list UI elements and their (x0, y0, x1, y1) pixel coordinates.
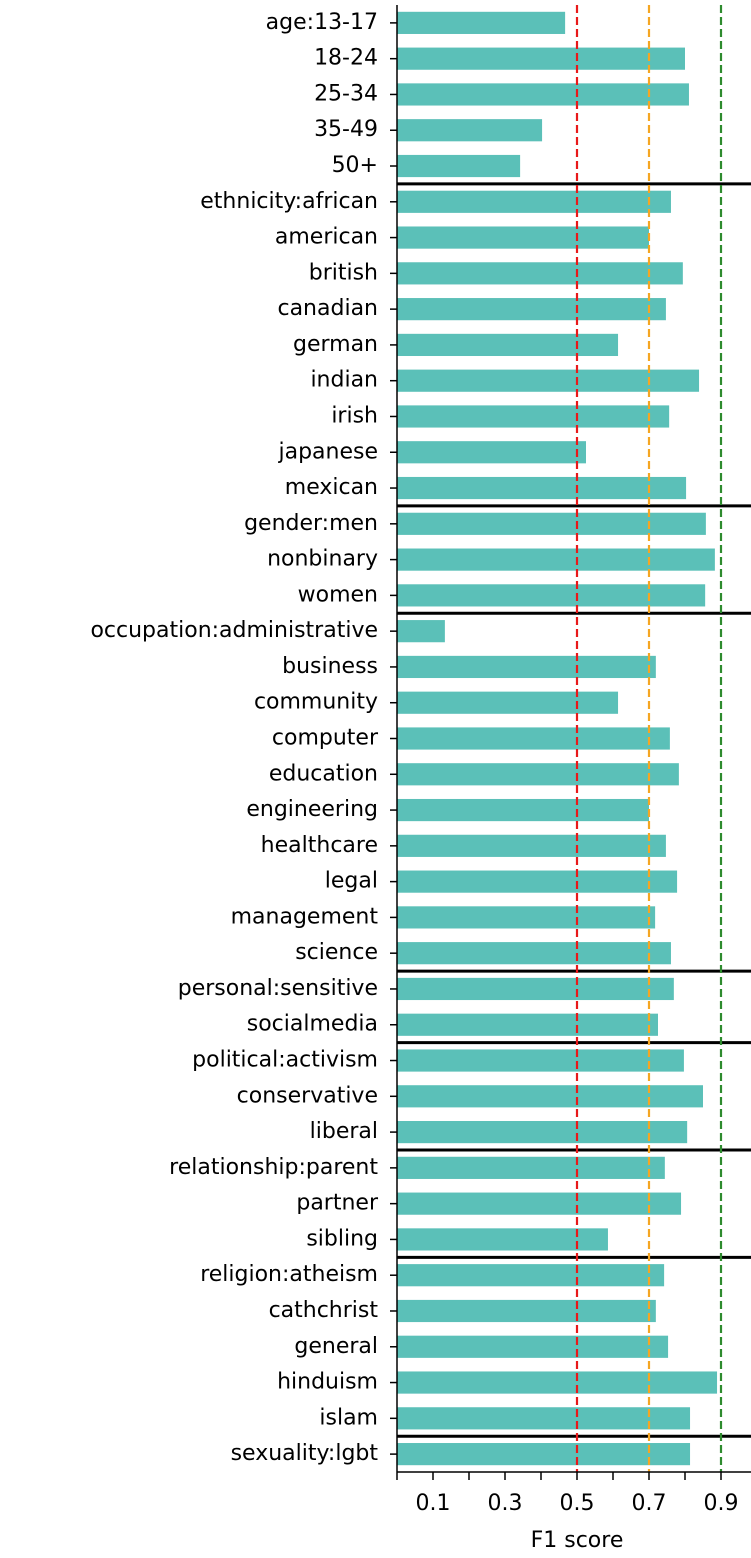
bar (397, 441, 586, 464)
y-tick-label: british (309, 260, 378, 285)
bar (397, 1156, 665, 1179)
bar (397, 1264, 665, 1287)
y-tick-label: gender:men (244, 511, 378, 536)
bar (397, 870, 678, 893)
bar (397, 298, 666, 321)
bar (397, 1228, 608, 1251)
y-tick-label: canadian (277, 296, 378, 321)
bar (397, 548, 715, 571)
y-tick-label: socialmedia (247, 1012, 378, 1037)
bar (397, 333, 619, 357)
y-tick-label: 25-34 (314, 81, 378, 106)
y-tick-label: legal (325, 869, 378, 894)
bar (397, 512, 706, 535)
y-tick-label: sibling (306, 1226, 378, 1251)
y-tick-label: 50+ (332, 153, 378, 178)
bar (397, 620, 445, 643)
bar (397, 906, 656, 929)
y-tick-label: liberal (310, 1119, 378, 1144)
y-tick-label: islam (319, 1405, 378, 1430)
y-tick-label: irish (331, 403, 378, 428)
bar (397, 977, 674, 1001)
y-tick-label: personal:sensitive (178, 976, 378, 1001)
bar (397, 1085, 703, 1108)
y-tick-label: sexuality:lgbt (231, 1441, 379, 1466)
bar (397, 763, 679, 786)
y-tick-label: computer (272, 726, 379, 751)
bar (397, 369, 700, 392)
y-tick-label: education (269, 761, 378, 786)
y-tick-label: general (294, 1334, 378, 1359)
bar (397, 190, 671, 213)
y-tick-label: hinduism (277, 1370, 378, 1395)
x-tick-label: 0.3 (488, 1491, 523, 1516)
y-tick-label: 18-24 (314, 46, 378, 71)
y-tick-label: science (295, 940, 378, 965)
y-tick-label: german (293, 332, 378, 357)
bar (397, 727, 670, 750)
bar (397, 1371, 718, 1394)
bar (397, 405, 670, 428)
bar (397, 942, 671, 965)
bar (397, 262, 683, 285)
bar (397, 1049, 684, 1072)
bar (397, 47, 685, 70)
bar (397, 584, 706, 607)
bar (397, 1192, 682, 1215)
y-tick-label: partner (296, 1191, 379, 1216)
y-tick-label: management (231, 904, 379, 929)
bar (397, 226, 649, 249)
bar (397, 11, 566, 34)
bar (397, 798, 649, 822)
bar (397, 1407, 691, 1430)
y-tick-label: age:13-17 (266, 10, 378, 35)
y-tick-label: japanese (277, 439, 378, 464)
y-tick-label: religion:atheism (200, 1262, 378, 1287)
y-tick-label: mexican (285, 475, 378, 500)
bar (397, 83, 689, 106)
y-tick-label: ethnicity:african (200, 189, 378, 214)
bar (397, 476, 687, 500)
bar (397, 119, 543, 142)
bar (397, 1335, 669, 1358)
bar (397, 1299, 656, 1323)
x-tick-label: 0.5 (560, 1491, 595, 1516)
y-tick-label: relationship:parent (169, 1155, 378, 1180)
y-tick-label: engineering (246, 797, 378, 822)
bar (397, 154, 521, 178)
y-tick-label: business (282, 654, 378, 679)
y-tick-label: political:activism (192, 1048, 378, 1073)
y-tick-label: healthcare (261, 833, 378, 858)
bar (397, 1120, 688, 1144)
x-axis-label: F1 score (531, 1528, 624, 1553)
bar (397, 1013, 658, 1036)
y-tick-label: nonbinary (267, 547, 378, 572)
bar (397, 691, 619, 714)
y-tick-label: community (254, 690, 378, 715)
bar (397, 834, 666, 857)
y-tick-label: indian (310, 368, 378, 393)
y-tick-label: conservative (237, 1083, 378, 1108)
y-tick-label: american (275, 225, 378, 250)
x-tick-label: 0.1 (416, 1491, 451, 1516)
bar (397, 1443, 691, 1466)
y-tick-label: women (298, 582, 378, 607)
y-tick-label: 35-49 (314, 117, 378, 142)
y-tick-label: occupation:administrative (90, 618, 378, 643)
x-tick-label: 0.9 (704, 1491, 739, 1516)
bar (397, 655, 656, 679)
x-tick-label: 0.7 (632, 1491, 667, 1516)
y-tick-label: cathchrist (269, 1298, 379, 1323)
